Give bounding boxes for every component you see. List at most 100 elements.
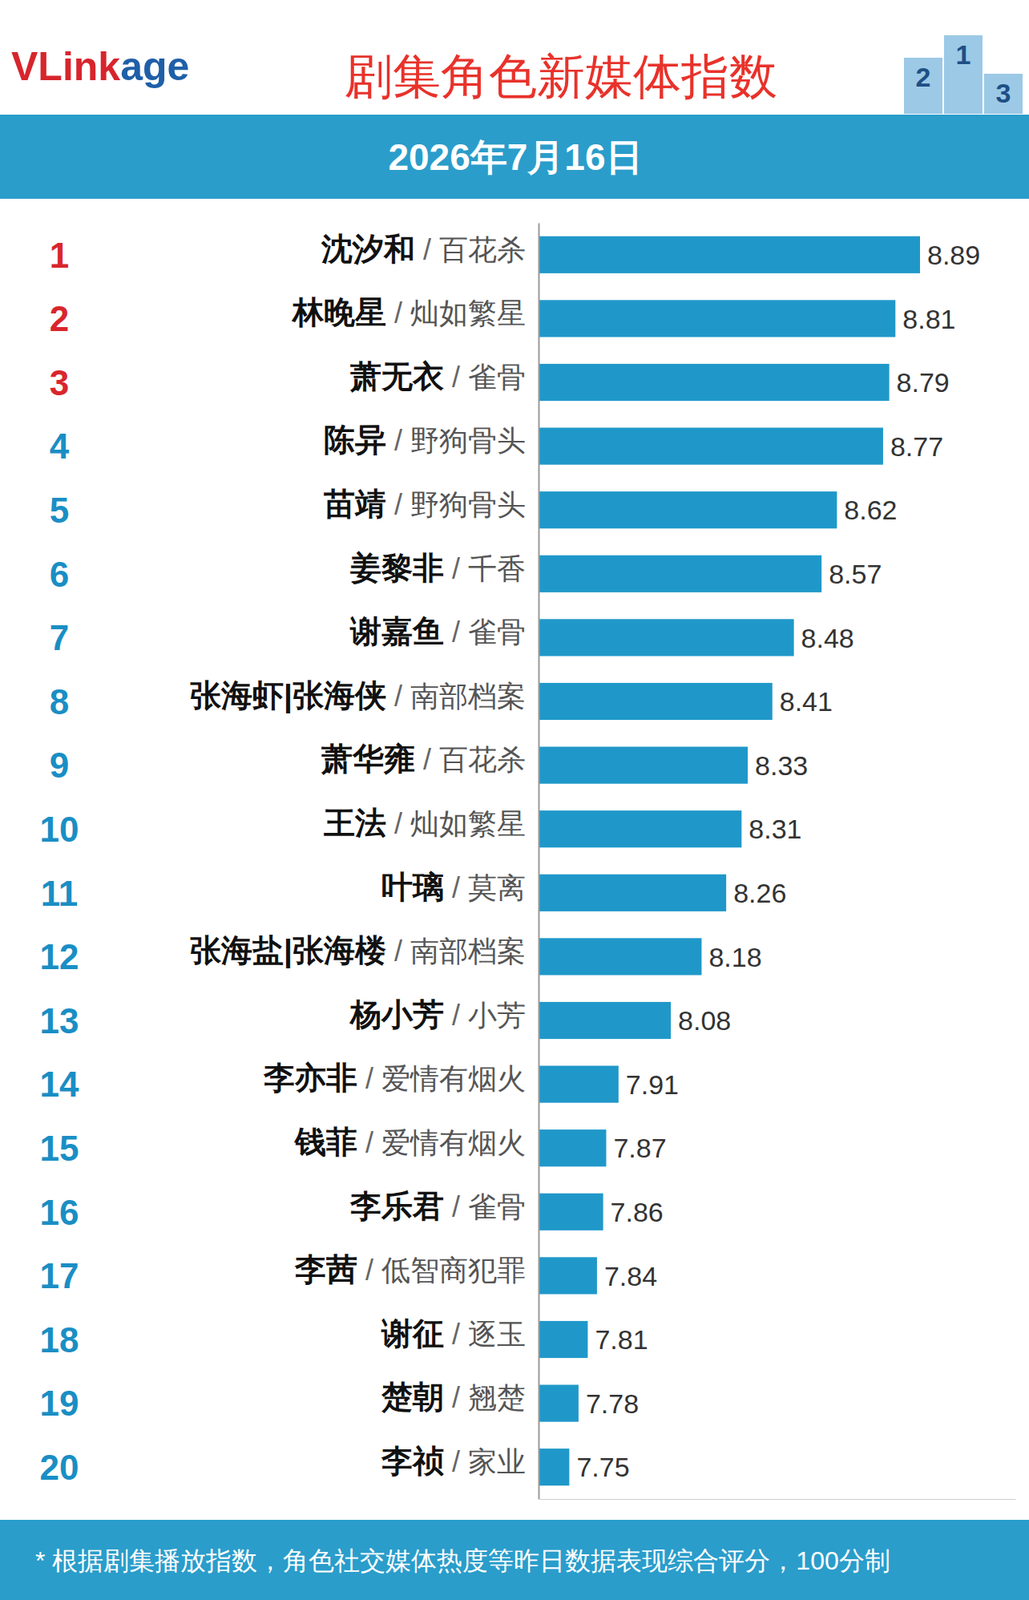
rank: 9 xyxy=(49,745,69,785)
category-label: 林晚星/灿如繁星 xyxy=(290,294,526,330)
podium-label: 1 xyxy=(956,39,972,70)
separator: / xyxy=(394,807,403,840)
note: * 根据剧集播放指数，角色社交媒体热度等昨日数据表现综合评分，100分制 xyxy=(35,1545,891,1575)
category-label: 杨小芳/小芳 xyxy=(348,996,526,1032)
bar xyxy=(538,682,773,720)
y-axis-line xyxy=(538,223,541,1500)
rank: 5 xyxy=(49,490,69,530)
data-label: 8.08 xyxy=(677,1004,731,1036)
show-name: 百花杀 xyxy=(439,233,526,267)
show-name: 雀骨 xyxy=(468,615,526,649)
bar xyxy=(538,299,896,337)
bar xyxy=(538,236,921,274)
bar xyxy=(538,937,702,975)
bar xyxy=(538,555,822,593)
category-label: 叶璃/莫离 xyxy=(381,869,526,904)
character-name: 萧无衣 xyxy=(349,359,444,394)
y-axis xyxy=(538,223,540,1500)
category-label: 李祯/家业 xyxy=(380,1443,526,1478)
bar xyxy=(538,491,837,529)
show-name: 南部档案 xyxy=(410,679,526,713)
x-axis-line xyxy=(539,1498,1017,1500)
show-name: 灿如繁星 xyxy=(410,807,526,840)
podium: 213 xyxy=(903,35,1023,114)
character-name: 杨小芳 xyxy=(348,996,444,1032)
podium-label: 2 xyxy=(916,61,932,93)
category-label: 姜黎非/千香 xyxy=(349,550,526,586)
data-label: 8.77 xyxy=(890,431,944,462)
data-label: 7.81 xyxy=(594,1323,648,1355)
category-label: 萧无衣/雀骨 xyxy=(349,359,526,394)
character-name: 王法 xyxy=(322,805,387,840)
rank: 2 xyxy=(49,298,69,339)
character-name: 李祯 xyxy=(380,1443,444,1478)
data-label: 8.79 xyxy=(896,367,950,398)
character-name: 张海盐|张海楼 xyxy=(189,932,387,969)
logo: VLinkage xyxy=(11,44,190,89)
separator: / xyxy=(365,1253,374,1287)
category-label: 李亦非/爱情有烟火 xyxy=(262,1060,526,1095)
separator: / xyxy=(451,1190,461,1223)
bar xyxy=(538,874,727,912)
data-label: 8.31 xyxy=(748,813,802,844)
category-label: 沈汐和/百花杀 xyxy=(320,231,526,267)
category-label: 陈异/野狗骨头 xyxy=(323,422,526,457)
podium-block xyxy=(984,73,1023,114)
separator: / xyxy=(451,871,461,904)
data-label: 8.81 xyxy=(902,303,956,335)
character-name: 楚朝 xyxy=(380,1379,444,1414)
data-label: 8.89 xyxy=(927,239,981,271)
data-label: 7.78 xyxy=(585,1388,639,1419)
separator: / xyxy=(451,552,461,586)
rank: 20 xyxy=(40,1447,80,1487)
rank: 16 xyxy=(40,1192,80,1232)
show-name: 灿如繁星 xyxy=(410,296,526,330)
chart: VLinkage剧集角色新媒体指数2132026年7月16日1沈汐和/百花杀8.… xyxy=(0,0,1029,1600)
show-name: 百花杀 xyxy=(439,742,526,776)
rank: 1 xyxy=(49,235,69,275)
bar xyxy=(538,746,748,784)
rank: 6 xyxy=(49,554,69,594)
footer xyxy=(0,1519,1029,1600)
data-label: 8.41 xyxy=(779,686,833,717)
x-axis xyxy=(539,1498,1017,1500)
character-name: 沈汐和 xyxy=(320,231,416,267)
show-name: 野狗骨头 xyxy=(410,488,526,521)
category-label: 楚朝/翘楚 xyxy=(380,1379,526,1414)
data-label: 8.18 xyxy=(708,941,762,973)
character-name: 李乐君 xyxy=(349,1188,444,1223)
character-name: 陈异 xyxy=(323,422,387,457)
separator: / xyxy=(451,615,461,649)
rank: 14 xyxy=(40,1064,80,1104)
separator: / xyxy=(394,423,403,457)
bar xyxy=(538,1320,588,1358)
rank: 15 xyxy=(40,1128,80,1168)
bars xyxy=(538,236,921,1486)
show-name: 小芳 xyxy=(468,998,526,1032)
show-name: 逐玉 xyxy=(468,1317,526,1351)
rank: 7 xyxy=(49,617,69,658)
show-name: 爱情有烟火 xyxy=(381,1125,526,1159)
category-label: 李茜/低智商犯罪 xyxy=(294,1251,526,1287)
separator: / xyxy=(394,679,403,713)
rank: 19 xyxy=(40,1383,80,1423)
rank: 10 xyxy=(40,809,80,849)
bar xyxy=(538,363,890,401)
show-name: 家业 xyxy=(468,1444,526,1478)
show-name: 翘楚 xyxy=(468,1380,526,1414)
show-name: 千香 xyxy=(468,552,526,586)
rank: 8 xyxy=(49,681,69,722)
bar xyxy=(538,1256,598,1294)
data-label: 8.62 xyxy=(843,494,897,525)
data-label: 8.33 xyxy=(754,750,808,781)
separator: / xyxy=(451,1444,461,1478)
data-label: 8.48 xyxy=(801,622,855,654)
bar xyxy=(538,1001,671,1039)
bar xyxy=(538,1384,579,1422)
labels: 1沈汐和/百花杀8.892林晚星/灿如繁星8.813萧无衣/雀骨8.794陈异/… xyxy=(40,231,981,1487)
bar xyxy=(538,1193,604,1231)
rank: 4 xyxy=(49,426,70,466)
separator: / xyxy=(451,360,461,394)
character-name: 钱菲 xyxy=(293,1124,358,1159)
data-label: 7.91 xyxy=(625,1069,679,1100)
